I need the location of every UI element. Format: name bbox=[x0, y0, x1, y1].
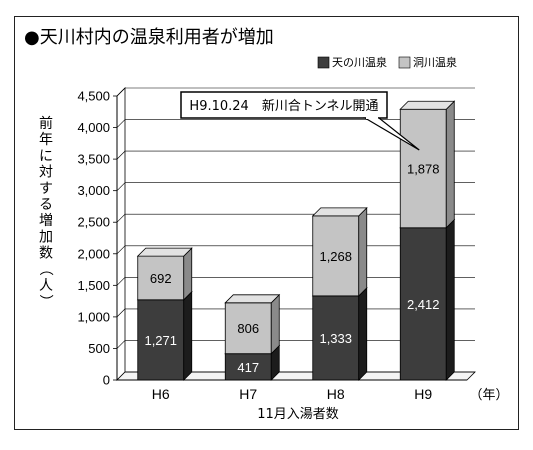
annotation-box bbox=[180, 91, 388, 119]
bar-H8-洞川温泉 bbox=[312, 215, 360, 297]
data-label-H9-天の川温泉: 2,412 bbox=[407, 297, 440, 312]
x-tick-label-H8: H8 bbox=[327, 386, 345, 402]
gridline-side bbox=[116, 308, 126, 318]
y-tick-label: 3,000 bbox=[77, 183, 110, 198]
gridline-side bbox=[116, 214, 126, 223]
gridline-side bbox=[116, 150, 126, 160]
data-label-H6-洞川温泉: 692 bbox=[150, 271, 172, 286]
y-tick-label: 3,500 bbox=[77, 152, 110, 167]
bar-side-H6-天の川温泉 bbox=[183, 290, 193, 381]
bar-H6-洞川温泉 bbox=[137, 255, 185, 301]
text-layer: 0 500 1,000 1,500 2,000 2,500 3,000 3,500 4,000 4… bbox=[37, 55, 509, 422]
bar-top-H6-洞川温泉 bbox=[136, 247, 193, 257]
bar-side-H9-天の川温泉 bbox=[445, 218, 455, 381]
y-tick-label: 4,000 bbox=[77, 120, 110, 135]
y-tick-label: 500 bbox=[88, 341, 110, 356]
y-axis-label-char: す bbox=[39, 181, 53, 197]
y-tick-label: 0 bbox=[103, 373, 110, 388]
bar-top-H8-洞川温泉 bbox=[311, 207, 368, 217]
legend-label-天の川温泉: 天の川温泉 bbox=[332, 55, 387, 69]
y-axis-label-char: る bbox=[39, 197, 53, 213]
y-axis-label-char: 人 bbox=[39, 278, 53, 294]
x-tick-label-H7: H7 bbox=[239, 386, 257, 402]
y-tick-label: 1,500 bbox=[77, 278, 110, 293]
y-tick-label: 4,500 bbox=[77, 89, 110, 104]
y-axis-label-char: 加 bbox=[39, 229, 53, 245]
y-axis-label-char: 前 bbox=[39, 115, 53, 132]
annotation-text: H9.10.24 新川合トンネル開通 bbox=[189, 98, 378, 114]
y-tick-label: 2,000 bbox=[77, 246, 110, 261]
gridline-side bbox=[116, 119, 126, 128]
chart-title: ●天川村内の温泉利用者が増加 bbox=[24, 27, 274, 48]
bar-side-H6-洞川温泉 bbox=[183, 247, 193, 301]
bar-top-H7-洞川温泉 bbox=[224, 294, 281, 304]
x-tick-label-H9: H9 bbox=[414, 386, 432, 402]
legend-swatch-天の川温泉 bbox=[317, 56, 330, 69]
y-axis-label-char: 増 bbox=[39, 213, 53, 229]
y-axis-label-char: ） bbox=[37, 294, 53, 308]
x-axis-label: 11月入湯者数 bbox=[257, 407, 339, 422]
bar-H9-洞川温泉 bbox=[399, 108, 447, 229]
x-unit-label: （年） bbox=[469, 388, 508, 403]
gridline-side bbox=[116, 245, 126, 254]
y-axis-label-char: に bbox=[39, 148, 53, 164]
bar-H8-天の川温泉 bbox=[312, 295, 360, 381]
gridline-side bbox=[116, 277, 126, 286]
bar-side-H7-洞川温泉 bbox=[270, 293, 280, 355]
gridline-side bbox=[116, 87, 126, 97]
data-label-H7-天の川温泉: 417 bbox=[237, 360, 259, 375]
legend-label-洞川温泉: 洞川温泉 bbox=[413, 55, 457, 69]
legend-swatch-洞川温泉 bbox=[398, 56, 411, 69]
bar-side-H9-洞川温泉 bbox=[445, 100, 455, 229]
y-axis-label-char: 年 bbox=[39, 132, 53, 148]
y-axis-label-char: （ bbox=[37, 262, 53, 276]
bars-layer bbox=[136, 100, 456, 381]
data-label-H8-天の川温泉: 1,333 bbox=[319, 331, 352, 346]
bar-side-H8-洞川温泉 bbox=[358, 206, 368, 297]
data-label-H8-洞川温泉: 1,268 bbox=[319, 249, 352, 264]
bar-H9-天の川温泉 bbox=[399, 227, 447, 381]
bar-H7-洞川温泉 bbox=[224, 302, 272, 355]
data-label-H7-洞川温泉: 806 bbox=[237, 321, 259, 336]
data-label-H9-洞川温泉: 1,878 bbox=[407, 162, 440, 177]
bar-H7-天の川温泉 bbox=[224, 353, 272, 381]
y-axis-label-char: 数 bbox=[39, 246, 53, 262]
data-label-H6-天の川温泉: 1,271 bbox=[144, 333, 177, 348]
y-axis-label-char: 対 bbox=[39, 165, 53, 181]
y-tick-label: 1,000 bbox=[77, 309, 110, 324]
gridline-side bbox=[116, 340, 126, 349]
x-tick-label-H6: H6 bbox=[152, 386, 170, 402]
y-tick-label: 2,500 bbox=[77, 215, 110, 230]
gridline-side bbox=[116, 182, 126, 191]
bar-side-H8-天の川温泉 bbox=[358, 286, 368, 381]
side-wall bbox=[116, 87, 126, 381]
bar-top-H9-洞川温泉 bbox=[399, 100, 456, 110]
